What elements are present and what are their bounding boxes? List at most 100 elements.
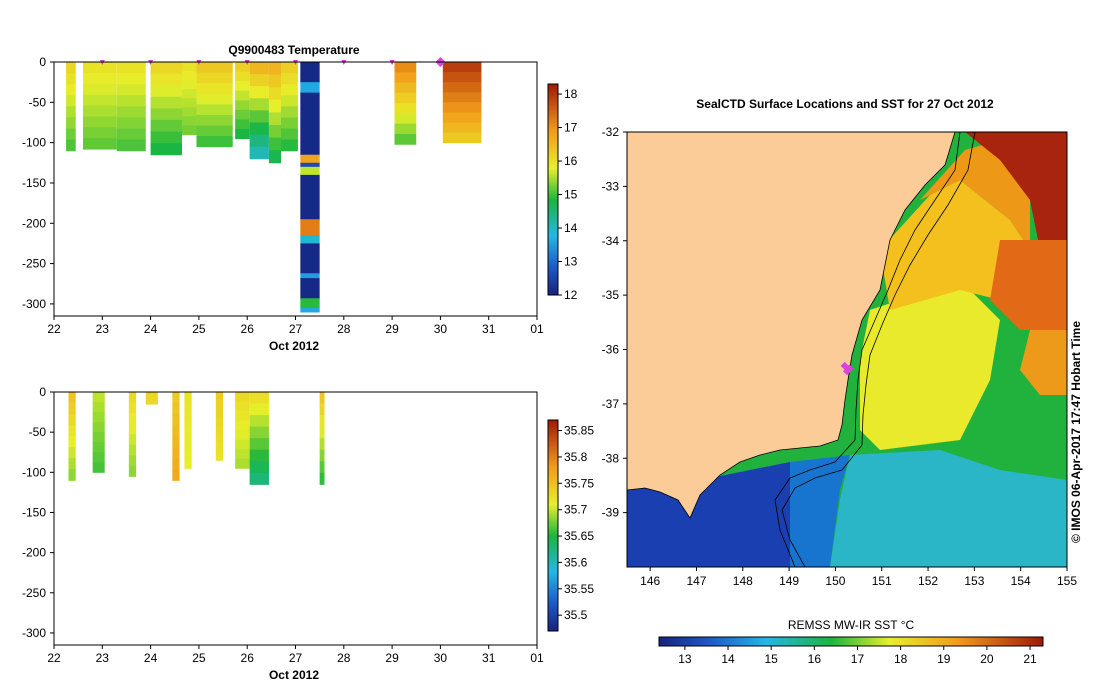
temperature-profile-cell xyxy=(181,89,197,99)
temperature-colorbar xyxy=(547,83,559,296)
temperature-profile-cell xyxy=(116,95,146,107)
y-tick-label: -300 xyxy=(22,297,46,311)
salinity-profile-cell xyxy=(215,451,224,461)
temperature-deep-profile xyxy=(300,62,320,313)
colorbar-tick-label: 35.5 xyxy=(564,608,588,622)
temperature-profile-cell xyxy=(249,134,269,148)
temperature-profile-cell xyxy=(82,62,117,74)
salinity-profile-cell xyxy=(68,403,76,415)
temperature-profile-cell xyxy=(249,98,269,111)
sst-map-x-ticks: 146 147 148 149 150 151 152 153 154 155 xyxy=(640,567,1077,588)
salinity-profile-cell xyxy=(68,469,76,481)
temperature-profile-cell xyxy=(442,72,482,83)
temperature-profile-cell xyxy=(394,62,417,73)
temperature-profile-cell xyxy=(181,80,197,90)
temperature-profile-cell xyxy=(116,84,146,96)
salinity-profile-cell xyxy=(184,392,192,403)
temperature-profile-cell xyxy=(442,92,482,103)
temperature-profile-cell xyxy=(181,107,197,117)
salinity-profile-cell xyxy=(184,401,192,412)
temperature-profile-cell xyxy=(181,116,197,126)
salinity-profile-cell xyxy=(184,458,192,469)
x-tick-label: 24 xyxy=(144,322,158,336)
salinity-profile-cell xyxy=(128,465,137,477)
y-tick-label: -200 xyxy=(22,216,46,230)
deep-profile-layer xyxy=(300,307,320,313)
deep-profile-layer xyxy=(300,82,320,94)
map-x-tick-label: 152 xyxy=(918,574,938,588)
australia-land xyxy=(627,132,956,519)
temperature-x-ticks: 22 23 24 25 26 27 28 29 30 31 01 xyxy=(47,316,544,336)
salinity-profile-cell xyxy=(319,472,325,485)
y-tick-label: -50 xyxy=(29,425,47,439)
map-x-tick-label: 147 xyxy=(686,574,706,588)
temperature-profile-cell xyxy=(235,119,250,130)
map-x-tick-label: 153 xyxy=(964,574,984,588)
colorbar-tick-label: 35.75 xyxy=(564,476,594,490)
salinity-profile-cell xyxy=(145,402,158,405)
salinity-panel: 22 23 24 25 26 27 28 29 30 31 01 0 -50 -100 -150 -200 -… xyxy=(22,385,594,682)
salinity-plot-frame xyxy=(53,391,538,646)
salinity-profile-cell xyxy=(145,395,158,398)
y-tick-label: -250 xyxy=(22,257,46,271)
salinity-profile-cell xyxy=(145,401,158,404)
x-tick-label: 22 xyxy=(47,651,61,665)
temperature-profile-cell xyxy=(268,87,282,101)
sst-colorbar-tick-label: 19 xyxy=(937,652,951,666)
y-tick-label: -150 xyxy=(22,505,46,519)
map-y-tick-label: -32 xyxy=(602,125,620,139)
map-x-tick-label: 149 xyxy=(779,574,799,588)
salinity-profile-cell xyxy=(319,415,325,428)
colorbar-tick-label: 35.6 xyxy=(564,555,588,569)
colorbar-tick-label: 17 xyxy=(564,121,578,135)
y-tick-label: -50 xyxy=(29,95,47,109)
sst-region-south-east xyxy=(830,450,1067,567)
salinity-profile-cell xyxy=(172,414,180,426)
salinity-profile-cell xyxy=(172,447,180,459)
salinity-profile-cell xyxy=(172,458,180,470)
salinity-profile-cell xyxy=(145,396,158,399)
sst-colorbar-tick-label: 14 xyxy=(721,652,735,666)
temperature-title: Q9900483 Temperature xyxy=(228,43,360,57)
x-tick-label: 25 xyxy=(192,651,206,665)
temperature-profile-cell xyxy=(150,119,182,133)
temperature-profile-cell xyxy=(82,72,117,85)
temperature-profile-cell xyxy=(181,98,197,108)
sst-colorbar-tick-label: 18 xyxy=(894,652,908,666)
x-tick-label: 31 xyxy=(482,322,496,336)
map-y-tick-label: -35 xyxy=(602,288,620,302)
temperature-profile-cell xyxy=(82,127,117,139)
salinity-profile-cell xyxy=(92,422,105,433)
temperature-profile-cell xyxy=(281,117,298,130)
temperature-profile-cell xyxy=(281,62,298,74)
temperature-profile-cell xyxy=(66,95,76,107)
sst-colorbar-tick-label: 21 xyxy=(1023,652,1037,666)
salinity-profile-cell xyxy=(184,420,192,431)
temperature-profile-cell xyxy=(150,108,182,121)
temperature-profiles xyxy=(66,62,482,164)
x-tick-label: 29 xyxy=(385,322,399,336)
deep-profile-layer xyxy=(300,174,320,220)
salinity-profile-cell xyxy=(145,398,158,401)
temperature-profile-cell xyxy=(66,73,76,85)
isobath-deep xyxy=(781,132,976,567)
temperature-profile-cell xyxy=(196,136,233,148)
temperature-profile-cell xyxy=(66,62,76,74)
temperature-y-ticks: 0 -50 -100 -150 -200 -250 -300 xyxy=(22,55,54,311)
colorbar-tick-label: 14 xyxy=(564,221,578,235)
deep-profile-layer xyxy=(300,166,320,176)
x-tick-label: 25 xyxy=(192,322,206,336)
salinity-profile-cell xyxy=(68,392,76,404)
sst-colorbar-label: REMSS MW-IR SST °C xyxy=(788,618,915,632)
salinity-profile-cell xyxy=(319,449,325,462)
deep-profile-layer xyxy=(300,298,320,309)
deep-profile-layer xyxy=(300,278,320,299)
temperature-profile-cell xyxy=(442,122,482,134)
temperature-profile-cell xyxy=(281,73,298,85)
temperature-profile-cell xyxy=(66,128,76,141)
temperature-profile-cell xyxy=(181,125,197,136)
salinity-profile-cell xyxy=(128,413,137,425)
salinity-profile-cell xyxy=(184,430,192,441)
y-tick-label: -300 xyxy=(22,626,46,640)
